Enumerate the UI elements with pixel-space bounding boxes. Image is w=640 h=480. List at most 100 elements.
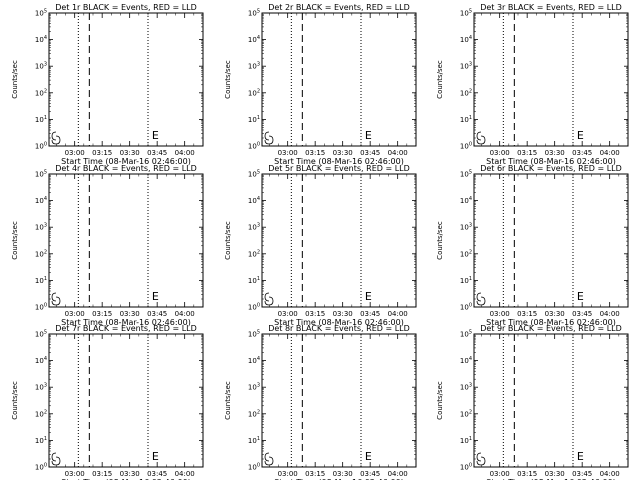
y-tick-label: 103 xyxy=(460,383,472,392)
x-tick-label: 03:00 xyxy=(490,310,510,318)
y-tick-label: 105 xyxy=(35,170,47,179)
x-tick-label: 03:00 xyxy=(65,470,85,478)
y-tick-label: 103 xyxy=(35,223,47,232)
y-tick-label: 100 xyxy=(460,142,472,151)
plot-frame xyxy=(48,173,204,308)
plot-frame xyxy=(261,12,417,147)
y-tick-label: 104 xyxy=(460,356,472,365)
x-tick-label: 03:00 xyxy=(65,149,85,157)
annotation-label: E xyxy=(365,450,372,463)
plot-frame xyxy=(473,333,629,468)
trace-glyph xyxy=(476,452,486,466)
chart-title: Det 7r BLACK = Events, RED = LLD xyxy=(55,324,197,333)
x-tick-label: 03:45 xyxy=(147,310,167,318)
annotation-label: E xyxy=(152,290,159,303)
trace-glyph xyxy=(476,292,486,306)
x-tick-label: 03:45 xyxy=(572,470,592,478)
y-tick-label: 101 xyxy=(35,115,47,124)
x-tick-label: 03:15 xyxy=(92,310,112,318)
chart-panel-6: Det 6r BLACK = Events, RED = LLD 100 101 10… xyxy=(436,164,629,327)
x-tick-label: 04:00 xyxy=(600,149,620,157)
chart-panel-8: Det 8r BLACK = Events, RED = LLD 100 101 10… xyxy=(224,324,417,480)
y-tick-label: 105 xyxy=(460,9,472,18)
annotation-label: E xyxy=(577,290,584,303)
y-tick-label: 103 xyxy=(248,62,260,71)
chart-title: Det 5r BLACK = Events, RED = LLD xyxy=(268,164,410,173)
chart-title: Det 4r BLACK = Events, RED = LLD xyxy=(55,164,197,173)
trace-glyph xyxy=(264,452,274,466)
chart-title: Det 9r BLACK = Events, RED = LLD xyxy=(480,324,622,333)
annotation-label: E xyxy=(152,129,159,142)
y-tick-label: 105 xyxy=(460,170,472,179)
x-tick-label: 03:15 xyxy=(92,149,112,157)
plot-frame xyxy=(48,12,204,147)
y-axis-label: Counts/sec xyxy=(224,221,232,260)
y-tick-label: 105 xyxy=(248,9,260,18)
x-tick-label: 03:45 xyxy=(147,470,167,478)
x-axis-label: Start Time (08-Mar-16 02:46:00) xyxy=(274,478,404,480)
y-tick-label: 100 xyxy=(248,303,260,312)
y-tick-label: 104 xyxy=(35,356,47,365)
trace-glyph xyxy=(51,452,61,466)
x-tick-label: 03:45 xyxy=(572,149,592,157)
y-tick-label: 104 xyxy=(35,35,47,44)
trace-glyph xyxy=(264,131,274,145)
y-tick-label: 104 xyxy=(35,196,47,205)
y-tick-label: 101 xyxy=(460,436,472,445)
plot-frame xyxy=(473,12,629,147)
x-tick-label: 03:45 xyxy=(572,310,592,318)
y-tick-label: 101 xyxy=(460,115,472,124)
x-axis-label: Start Time (08-Mar-16 02:46:00) xyxy=(61,478,191,480)
x-tick-label: 04:00 xyxy=(175,310,195,318)
y-axis-label: Counts/sec xyxy=(11,221,19,260)
y-tick-label: 100 xyxy=(35,303,47,312)
y-tick-label: 102 xyxy=(35,409,47,418)
chart-panel-7: Det 7r BLACK = Events, RED = LLD 100 101 10… xyxy=(11,324,204,480)
y-tick-label: 105 xyxy=(35,9,47,18)
x-tick-label: 03:30 xyxy=(545,149,565,157)
x-tick-label: 03:30 xyxy=(333,470,353,478)
y-tick-label: 104 xyxy=(460,196,472,205)
x-tick-label: 03:00 xyxy=(65,310,85,318)
y-tick-label: 104 xyxy=(248,35,260,44)
trace-glyph xyxy=(476,131,486,145)
y-axis-label: Counts/sec xyxy=(436,381,444,420)
plot-frame xyxy=(261,173,417,308)
annotation-label: E xyxy=(365,290,372,303)
y-tick-label: 103 xyxy=(460,223,472,232)
plot-frame xyxy=(261,333,417,468)
chart-panel-9: Det 9r BLACK = Events, RED = LLD 100 101 10… xyxy=(436,324,629,480)
x-tick-label: 03:00 xyxy=(278,310,298,318)
x-tick-label: 03:30 xyxy=(333,149,353,157)
y-tick-label: 102 xyxy=(460,249,472,258)
y-tick-label: 102 xyxy=(35,249,47,258)
chart-title: Det 1r BLACK = Events, RED = LLD xyxy=(55,3,197,12)
x-tick-label: 03:30 xyxy=(120,310,140,318)
y-axis-label: Counts/sec xyxy=(436,60,444,99)
x-tick-label: 03:45 xyxy=(360,149,380,157)
y-axis-label: Counts/sec xyxy=(11,381,19,420)
annotation-label: E xyxy=(577,450,584,463)
y-tick-label: 100 xyxy=(35,142,47,151)
y-tick-label: 102 xyxy=(460,409,472,418)
y-tick-label: 105 xyxy=(248,170,260,179)
y-tick-label: 105 xyxy=(460,330,472,339)
chart-panel-4: Det 4r BLACK = Events, RED = LLD 100 101 10… xyxy=(11,164,204,327)
x-tick-label: 03:15 xyxy=(517,470,537,478)
x-tick-label: 03:30 xyxy=(333,310,353,318)
y-tick-label: 103 xyxy=(35,383,47,392)
y-tick-label: 100 xyxy=(248,463,260,472)
x-axis-label: Start Time (08-Mar-16 02:46:00) xyxy=(486,157,616,166)
x-tick-label: 03:45 xyxy=(360,470,380,478)
x-axis-label: Start Time (08-Mar-16 02:46:00) xyxy=(274,318,404,327)
x-tick-label: 03:00 xyxy=(490,470,510,478)
y-tick-label: 101 xyxy=(248,115,260,124)
x-tick-label: 03:45 xyxy=(147,149,167,157)
x-axis-label: Start Time (08-Mar-16 02:46:00) xyxy=(274,157,404,166)
y-tick-label: 105 xyxy=(35,330,47,339)
chart-title: Det 6r BLACK = Events, RED = LLD xyxy=(480,164,622,173)
x-tick-label: 04:00 xyxy=(175,149,195,157)
y-tick-label: 103 xyxy=(248,383,260,392)
y-tick-label: 104 xyxy=(460,35,472,44)
